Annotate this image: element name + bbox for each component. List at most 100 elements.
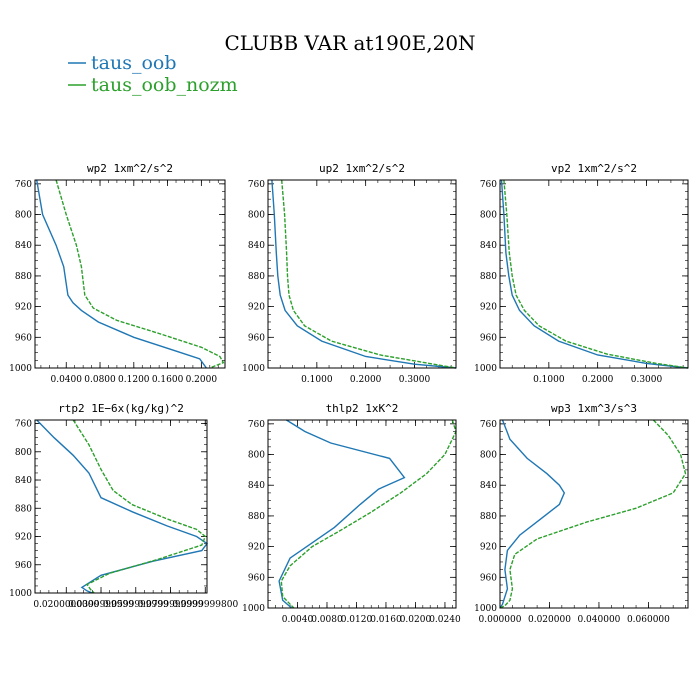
x-tick-label: 0.000000 <box>479 615 522 625</box>
panel-title-5: wp3 1xm^3/s^3 <box>551 402 637 415</box>
series-line-taus-oob-nozm <box>503 179 689 369</box>
x-tick-label: 0.060000 <box>627 615 670 625</box>
y-tick-label: 1000 <box>474 364 497 374</box>
y-tick-label: 800 <box>480 451 497 461</box>
y-tick-label: 880 <box>15 272 32 282</box>
y-tick-label: 800 <box>480 211 497 221</box>
y-tick-label: 840 <box>15 241 32 251</box>
panel-grid: wp2 1xm^2/s^2 760 800 840 880 920 960 1000 0.040… <box>9 162 689 625</box>
series-line-taus-oob-nozm <box>280 419 457 609</box>
panel-1: up2 1xm^2/s^2 760 800 840 880 920 960 1000 0.100… <box>242 162 457 385</box>
x-tick-label: 0.0080 <box>311 615 343 625</box>
panel-title-0: wp2 1xm^2/s^2 <box>87 162 173 175</box>
y-tick-label: 960 <box>480 333 497 343</box>
x-tick-label: 0.0120 <box>341 615 373 625</box>
legend-label-taus-oob-nozm: taus_oob_nozm <box>91 74 238 96</box>
y-tick-label: 840 <box>248 481 265 491</box>
y-tick-label: 760 <box>15 180 32 190</box>
y-tick-label: 1000 <box>242 364 265 374</box>
series-line-taus-oob <box>278 419 406 609</box>
y-tick-label: 880 <box>248 272 265 282</box>
x-tick-label: 0.3000 <box>631 375 663 385</box>
x-tick-label: 0.3000 <box>399 375 431 385</box>
panel-title-4: thlp2 1xK^2 <box>326 402 399 415</box>
y-tick-label: 1000 <box>474 604 497 614</box>
y-tick-label: 760 <box>480 420 497 430</box>
panel-2: vp2 1xm^2/s^2 760 800 840 880 920 960 1000 0.100… <box>474 162 689 385</box>
plot-frame <box>34 179 226 369</box>
plot-frame <box>267 179 457 369</box>
y-tick-label: 960 <box>248 333 265 343</box>
y-tick-label: 840 <box>15 476 32 486</box>
panel-title-1: up2 1xm^2/s^2 <box>319 162 405 175</box>
x-tick-label: 0.0399999999 <box>68 600 134 610</box>
y-tick-label: 760 <box>248 420 265 430</box>
x-tick-label: 0.0999999800 <box>172 600 238 610</box>
x-tick-label: 0.0799999999 <box>138 600 204 610</box>
plot-frame <box>34 419 208 594</box>
y-tick-label: 880 <box>15 504 32 514</box>
figure-title: CLUBB VAR at190E,20N <box>224 31 475 55</box>
series-line-taus-oob <box>499 419 566 609</box>
series-line-taus-oob-nozm <box>499 419 687 609</box>
x-tick-label: 0.1600 <box>152 375 184 385</box>
x-tick-label: 0.020000 <box>528 615 571 625</box>
series-line-taus-oob-nozm <box>281 179 457 369</box>
y-tick-label: 800 <box>248 451 265 461</box>
series-line-taus-oob <box>271 179 457 369</box>
x-tick-label: 0.0599999999 <box>103 600 169 610</box>
x-tick-label: 0.0240 <box>429 615 461 625</box>
series-line-taus-oob <box>36 179 207 369</box>
legend: taus_oob taus_oob_nozm <box>68 52 238 96</box>
x-tick-label: 0.0400 <box>50 375 82 385</box>
x-tick-label: 0.2000 <box>350 375 382 385</box>
x-tick-label: 0.1000 <box>301 375 333 385</box>
series-line-taus-oob-nozm <box>72 419 207 594</box>
y-tick-label: 840 <box>480 241 497 251</box>
x-tick-label: 0.0200 <box>400 615 432 625</box>
y-tick-label: 880 <box>480 272 497 282</box>
y-tick-label: 920 <box>480 543 497 553</box>
x-tick-label: 0.040000 <box>577 615 620 625</box>
panel-0: wp2 1xm^2/s^2 760 800 840 880 920 960 1000 0.040… <box>9 162 226 385</box>
x-tick-label: 0.0040 <box>282 615 314 625</box>
y-tick-label: 1000 <box>9 364 32 374</box>
y-tick-label: 880 <box>248 512 265 522</box>
x-tick-label: 0.2000 <box>582 375 614 385</box>
plot-frame <box>267 419 457 609</box>
y-tick-label: 960 <box>15 333 32 343</box>
panel-3: rtp2 1E−6x(kg/kg)^2 760 800 840 880 920 960 100… <box>9 402 238 610</box>
x-tick-label: 0.1000 <box>533 375 565 385</box>
x-tick-label: 0.0200000000 <box>33 600 99 610</box>
x-tick-label: 0.0160 <box>370 615 402 625</box>
y-tick-label: 800 <box>15 211 32 221</box>
y-tick-label: 960 <box>480 573 497 583</box>
plot-frame <box>499 419 689 609</box>
y-tick-label: 880 <box>480 512 497 522</box>
plot-frame <box>499 179 689 369</box>
x-tick-label: 0.1200 <box>118 375 150 385</box>
y-tick-label: 760 <box>248 180 265 190</box>
series-line-taus-oob-nozm <box>55 179 225 369</box>
x-tick-label: 0.0800 <box>84 375 116 385</box>
y-tick-label: 1000 <box>9 589 32 599</box>
y-tick-label: 840 <box>248 241 265 251</box>
panel-5: wp3 1xm^3/s^3 760 800 840 880 920 960 10000.000… <box>474 402 689 625</box>
y-tick-label: 800 <box>15 448 32 458</box>
y-tick-label: 960 <box>248 573 265 583</box>
y-tick-label: 920 <box>15 533 32 543</box>
panel-title-3: rtp2 1E−6x(kg/kg)^2 <box>58 402 184 415</box>
y-tick-label: 960 <box>15 561 32 571</box>
y-tick-label: 920 <box>480 303 497 313</box>
y-tick-label: 920 <box>15 303 32 313</box>
y-tick-label: 920 <box>248 303 265 313</box>
y-tick-label: 800 <box>248 211 265 221</box>
y-tick-label: 920 <box>248 543 265 553</box>
series-line-taus-oob <box>500 179 689 369</box>
x-tick-label: 0.2000 <box>186 375 218 385</box>
panel-4: thlp2 1xK^276080084088092096010000.00400… <box>242 402 461 625</box>
legend-label-taus-oob: taus_oob <box>91 52 177 74</box>
y-tick-label: 760 <box>480 180 497 190</box>
y-tick-label: 1000 <box>242 604 265 614</box>
